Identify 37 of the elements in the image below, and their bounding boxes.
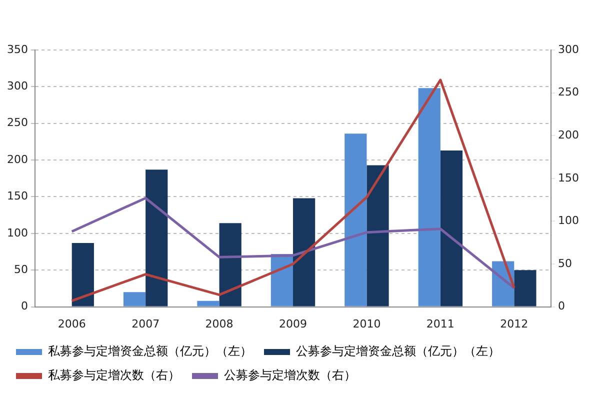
bar bbox=[514, 270, 536, 306]
bar bbox=[146, 170, 168, 306]
y2-tick-label: 300 bbox=[558, 42, 580, 56]
x-tick-label: 2007 bbox=[132, 317, 160, 330]
bar bbox=[293, 198, 316, 306]
y2-tick-label: 0 bbox=[558, 300, 566, 313]
y-tick-label: 250 bbox=[6, 116, 28, 130]
x-tick-label: 2009 bbox=[279, 317, 307, 330]
legend-label: 私募参与定增次数（右） bbox=[48, 368, 180, 382]
x-tick-label: 2008 bbox=[205, 317, 234, 330]
legend-label: 公募参与定增次数（右） bbox=[224, 368, 356, 382]
y2-tick-label: 100 bbox=[558, 214, 580, 228]
x-tick-label: 2006 bbox=[58, 317, 86, 330]
legend-label: 公募参与定增资金总额（亿元）（左） bbox=[296, 344, 500, 358]
y-tick-label: 0 bbox=[20, 300, 28, 313]
x-tick-label: 2012 bbox=[500, 317, 528, 330]
y-tick-label: 350 bbox=[6, 42, 28, 56]
bar bbox=[197, 300, 220, 306]
bar bbox=[344, 134, 367, 306]
bar bbox=[440, 150, 463, 306]
y2-tick-label: 200 bbox=[558, 128, 580, 142]
y-tick-label: 150 bbox=[6, 190, 28, 203]
x-tick-label: 2011 bbox=[426, 317, 454, 330]
bar bbox=[72, 242, 94, 306]
bar bbox=[418, 88, 440, 306]
y-tick-label: 100 bbox=[6, 226, 28, 240]
bar bbox=[366, 165, 389, 306]
y-tick-label: 50 bbox=[14, 262, 28, 276]
legend-label: 私募参与定增资金总额（亿元）（左） bbox=[48, 344, 252, 358]
y-tick-label: 300 bbox=[6, 80, 28, 93]
y-tick-label: 200 bbox=[6, 152, 28, 166]
y2-tick-label: 250 bbox=[558, 86, 580, 99]
y2-tick-label: 150 bbox=[558, 171, 580, 184]
x-tick-label: 2010 bbox=[352, 317, 381, 330]
bar bbox=[219, 223, 242, 306]
y2-tick-label: 50 bbox=[558, 256, 572, 270]
bar bbox=[123, 292, 146, 306]
